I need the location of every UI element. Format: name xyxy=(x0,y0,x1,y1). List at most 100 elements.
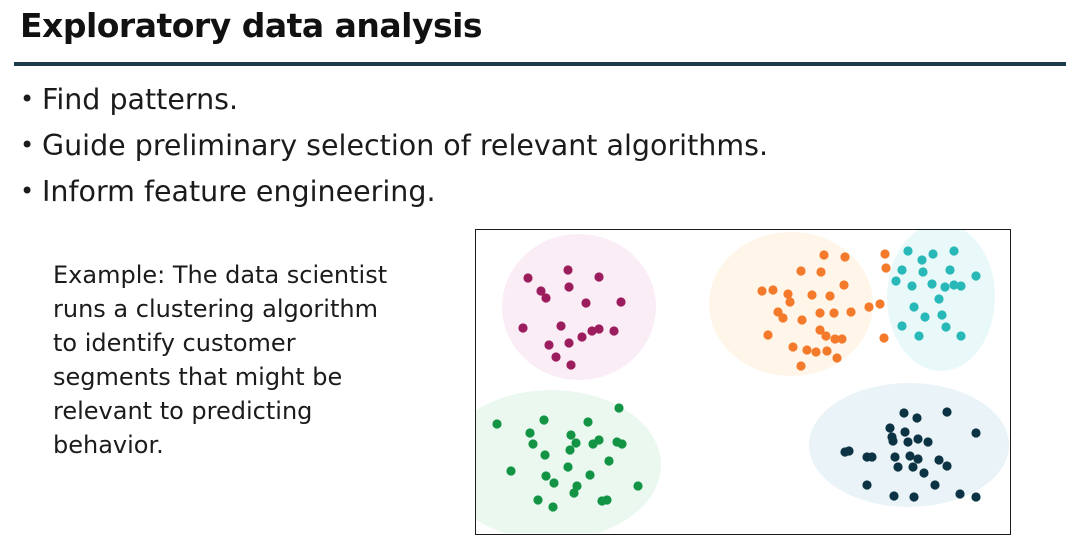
green-cluster-point xyxy=(571,438,581,448)
orange-cluster-point xyxy=(811,347,821,357)
teal-cluster-point xyxy=(956,281,966,291)
orange-cluster-point xyxy=(832,353,842,363)
bullet-text: Inform feature engineering. xyxy=(42,174,436,208)
navy-cluster-point xyxy=(888,436,898,446)
green-cluster-point xyxy=(540,450,550,460)
example-line: Example: The data scientist xyxy=(53,261,388,289)
navy-cluster-point xyxy=(899,408,909,418)
bullet-item: • Find patterns. xyxy=(20,76,768,122)
orange-cluster-point xyxy=(821,331,831,341)
green-cluster-point xyxy=(548,502,558,512)
orange-cluster-point xyxy=(837,334,847,344)
navy-cluster-point xyxy=(889,491,899,501)
magenta-cluster-point xyxy=(594,324,604,334)
orange-cluster-point xyxy=(880,249,890,259)
magenta-cluster-point xyxy=(551,352,561,362)
navy-cluster-point xyxy=(912,413,922,423)
magenta-cluster-point xyxy=(564,338,574,348)
orange-cluster-point xyxy=(796,266,806,276)
green-cluster-point xyxy=(525,428,535,438)
green-cluster-point xyxy=(602,495,612,505)
green-cluster-point xyxy=(506,466,516,476)
teal-cluster-point xyxy=(903,246,913,256)
magenta-cluster-point xyxy=(609,326,619,336)
teal-cluster-point xyxy=(907,281,917,291)
navy-cluster-point xyxy=(955,489,965,499)
green-cluster-point xyxy=(614,403,624,413)
orange-cluster-point xyxy=(785,297,795,307)
example-line: runs a clustering algorithm xyxy=(53,295,378,323)
bullet-dot-icon: • xyxy=(20,85,35,113)
navy-cluster-point xyxy=(844,446,854,456)
bullet-text: Guide preliminary selection of relevant … xyxy=(42,128,768,162)
orange-cluster-point xyxy=(864,302,874,312)
bullet-dot-icon: • xyxy=(20,131,35,159)
green-cluster-point xyxy=(569,488,579,498)
cluster-diagram xyxy=(475,229,1011,535)
teal-cluster-point xyxy=(945,265,955,275)
navy-cluster-point xyxy=(971,428,981,438)
orange-cluster-point xyxy=(797,315,807,325)
orange-cluster-point xyxy=(768,285,778,295)
teal-cluster-point xyxy=(897,321,907,331)
navy-cluster-point xyxy=(867,452,877,462)
magenta-cluster-point xyxy=(581,298,591,308)
teal-cluster-point xyxy=(941,322,951,332)
orange-cluster-point xyxy=(879,333,889,343)
example-line: relevant to predicting xyxy=(53,397,313,425)
teal-cluster-point xyxy=(914,331,924,341)
orange-cluster-point xyxy=(839,280,849,290)
example-line: to identify customer xyxy=(53,329,296,357)
orange-cluster-point xyxy=(840,252,850,262)
orange-cluster-point xyxy=(816,267,826,277)
orange-cluster-point xyxy=(778,313,788,323)
orange-cluster-point xyxy=(807,290,817,300)
teal-cluster-point xyxy=(891,276,901,286)
navy-cluster-point xyxy=(893,462,903,472)
navy-cluster-point xyxy=(913,454,923,464)
magenta-cluster-point xyxy=(541,293,551,303)
navy-cluster-point xyxy=(903,437,913,447)
green-cluster-point xyxy=(588,439,598,449)
teal-cluster-point xyxy=(909,302,919,312)
green-cluster-point xyxy=(533,495,543,505)
teal-cluster-point xyxy=(937,310,947,320)
orange-cluster-point xyxy=(815,325,825,335)
bullet-item: • Inform feature engineering. xyxy=(20,168,768,214)
example-line: behavior. xyxy=(53,431,164,459)
magenta-cluster-point xyxy=(518,323,528,333)
orange-cluster-point xyxy=(788,342,798,352)
teal-cluster-point xyxy=(928,249,938,259)
teal-cluster-point xyxy=(897,265,907,275)
bullet-text: Find patterns. xyxy=(42,82,239,116)
green-cluster-point xyxy=(563,462,573,472)
magenta-cluster-point xyxy=(556,321,566,331)
navy-cluster-point xyxy=(908,462,918,472)
navy-cluster-point xyxy=(934,455,944,465)
magenta-cluster-point xyxy=(563,265,573,275)
magenta-cluster-point xyxy=(564,282,574,292)
green-cluster-point xyxy=(604,456,614,466)
orange-cluster-point xyxy=(815,308,825,318)
green-cluster-point xyxy=(565,445,575,455)
orange-cluster-point xyxy=(796,361,806,371)
teal-cluster-point xyxy=(920,312,930,322)
green-cluster-point xyxy=(572,481,582,491)
bullet-dot-icon: • xyxy=(20,177,35,205)
orange-cluster-point xyxy=(763,330,773,340)
magenta-cluster-point xyxy=(616,297,626,307)
bullet-list: • Find patterns. • Guide preliminary sel… xyxy=(20,76,768,214)
magenta-cluster-point xyxy=(577,332,587,342)
green-cluster-point xyxy=(549,478,559,488)
title-divider xyxy=(14,62,1066,66)
green-cluster-point xyxy=(528,439,538,449)
page-title: Exploratory data analysis xyxy=(20,6,483,45)
magenta-cluster-halo xyxy=(502,234,656,380)
orange-cluster-point xyxy=(881,263,891,273)
cluster-plot xyxy=(476,230,1009,533)
orange-cluster-point xyxy=(783,289,793,299)
green-cluster-point xyxy=(583,417,593,427)
green-cluster-point xyxy=(566,430,576,440)
teal-cluster-point xyxy=(949,280,959,290)
teal-cluster-point xyxy=(949,246,959,256)
